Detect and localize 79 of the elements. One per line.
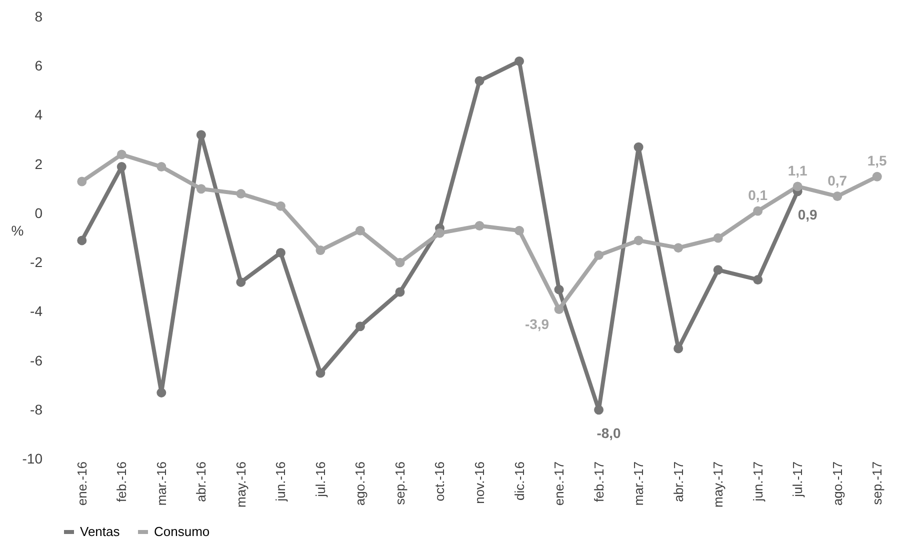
point (594, 250, 604, 260)
point (674, 243, 684, 253)
point (713, 265, 723, 275)
x-tick-label: feb.-17 (591, 462, 606, 502)
x-tick-label: sep.-17 (870, 462, 885, 505)
point (554, 284, 564, 294)
x-tick-label: feb.-16 (114, 462, 130, 502)
point (236, 189, 246, 199)
x-tick-label: ago.-17 (830, 462, 845, 506)
data-label: 0,1 (748, 186, 768, 203)
point (753, 206, 763, 216)
point (474, 76, 484, 86)
x-tick-label: jun.-16 (273, 462, 288, 502)
y-tick-label: 8 (34, 8, 43, 24)
point (316, 246, 326, 256)
point (116, 162, 126, 172)
x-tick-label: ene.-16 (74, 462, 90, 506)
point (554, 304, 564, 314)
x-tick-label: abr.-16 (194, 462, 209, 502)
x-tick-label: dic.-16 (512, 462, 527, 501)
x-tick-label: abr.-17 (670, 462, 686, 502)
data-label: -8,0 (596, 424, 622, 441)
data-label: -3,9 (524, 316, 550, 332)
point (514, 226, 524, 236)
point (355, 226, 365, 236)
point (395, 287, 405, 297)
point (514, 56, 524, 66)
x-tick-label: sep.-16 (392, 462, 408, 505)
y-tick-label: -6 (30, 352, 43, 368)
point (116, 150, 126, 160)
x-tick-label: may.-16 (233, 462, 248, 508)
point (196, 184, 206, 194)
x-tick-label: ago.-16 (352, 462, 368, 506)
point (77, 176, 87, 186)
legend-label: Consumo (154, 524, 210, 539)
point (156, 388, 166, 398)
point (674, 344, 684, 354)
x-tick-label: jul.-17 (790, 462, 806, 498)
point (236, 277, 246, 287)
y-tick-label: -10 (22, 450, 43, 466)
point (872, 172, 882, 182)
point (276, 248, 286, 258)
x-tick-label: mar.-17 (631, 462, 646, 506)
point (395, 258, 405, 268)
y-tick-label: 0 (34, 204, 43, 221)
point (634, 142, 644, 152)
x-tick-label: oct.-16 (432, 462, 448, 502)
point (634, 236, 644, 246)
data-label: 0,7 (828, 172, 848, 188)
x-tick-label: ene.-17 (552, 462, 567, 506)
point (792, 182, 802, 192)
point (156, 162, 166, 172)
point (753, 275, 763, 284)
y-tick-label: -8 (30, 401, 43, 418)
y-tick-label: 6 (34, 58, 43, 74)
data-label: 0,9 (798, 206, 818, 222)
y-tick-label: 4 (34, 106, 43, 123)
y-axis-title: % (11, 222, 24, 238)
data-label: 1,5 (867, 152, 888, 169)
legend-label: Ventas (80, 524, 120, 539)
point (713, 233, 723, 243)
point (594, 405, 604, 415)
point (77, 236, 87, 246)
y-tick-label: 2 (34, 156, 43, 172)
point (434, 228, 444, 238)
data-label: 1,1 (788, 162, 808, 178)
y-tick-label: -2 (30, 254, 43, 270)
point (474, 220, 484, 230)
point (355, 322, 365, 332)
point (316, 368, 326, 378)
x-tick-label: may.-17 (710, 462, 726, 508)
x-tick-label: mar.-16 (154, 462, 169, 506)
point (276, 201, 286, 211)
y-tick-label: -4 (30, 303, 43, 320)
point (832, 192, 842, 201)
x-tick-label: jul.-16 (312, 462, 328, 498)
x-tick-label: nov.-16 (472, 462, 487, 504)
point (196, 130, 206, 140)
x-tick-label: jun.-17 (750, 462, 766, 502)
